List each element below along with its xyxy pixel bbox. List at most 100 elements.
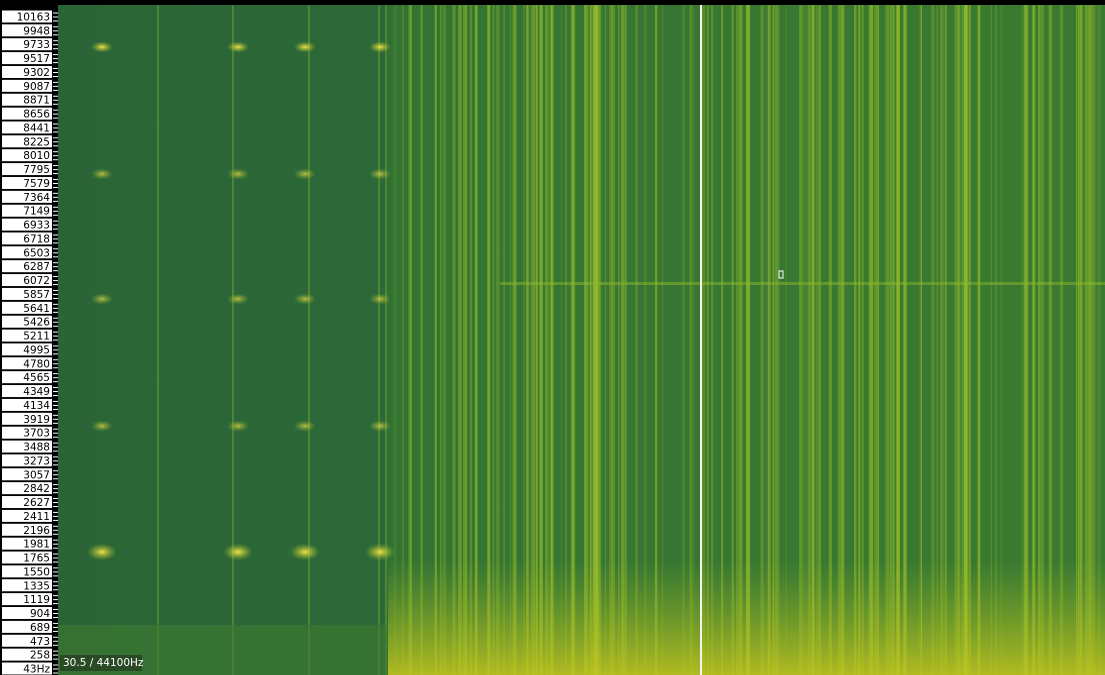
label-box	[2, 107, 52, 120]
spectral-line	[977, 5, 981, 675]
spectral-line	[469, 5, 473, 675]
spectral-line	[873, 5, 876, 675]
spectral-line	[875, 5, 879, 675]
tone-spot	[369, 41, 391, 53]
low-frequency-band	[388, 560, 1105, 675]
spectral-line	[775, 5, 780, 675]
spectral-line	[875, 5, 878, 675]
axis-label: 689	[30, 622, 50, 634]
label-box	[2, 565, 52, 578]
axis-label: 43Hz	[23, 664, 50, 675]
spectral-line	[589, 5, 592, 675]
axis-label: 9302	[23, 67, 50, 79]
spectral-line	[420, 5, 423, 675]
spectral-line	[773, 5, 777, 675]
spectral-line	[544, 5, 548, 675]
tone-spot	[91, 41, 113, 53]
spectral-line	[896, 5, 900, 675]
tone-spot	[227, 420, 249, 432]
axis-label: 8656	[23, 109, 50, 121]
spectral-line	[869, 5, 873, 675]
spectral-line	[817, 5, 821, 675]
spectral-line	[868, 5, 873, 675]
spectral-line	[760, 5, 764, 675]
spectral-line	[1033, 5, 1035, 675]
tone-spot	[87, 543, 117, 561]
spectral-line	[465, 5, 468, 675]
spectral-line	[1038, 5, 1041, 675]
spectral-line	[621, 5, 625, 675]
axis-label: 4134	[23, 400, 50, 412]
tone-spot	[294, 293, 316, 305]
spectral-line	[546, 5, 549, 675]
axis-label: 1119	[23, 594, 50, 606]
spectral-line	[474, 5, 478, 675]
spectral-line	[799, 5, 803, 675]
tone-spot	[91, 293, 113, 305]
axis-label: 2196	[23, 525, 50, 537]
axis-label: 1550	[23, 566, 50, 578]
spectral-line	[625, 5, 627, 675]
spectral-line	[955, 5, 958, 675]
axis-label: 5641	[23, 303, 50, 315]
spectral-line	[523, 5, 525, 675]
spectral-line	[564, 5, 568, 675]
spectral-line	[990, 5, 993, 675]
spectral-line	[636, 5, 638, 675]
label-box	[2, 371, 52, 384]
axis-label: 473	[30, 636, 50, 648]
spectral-line	[707, 5, 709, 675]
label-box	[2, 468, 52, 481]
spectral-line	[385, 5, 387, 675]
axis-label: 4349	[23, 386, 50, 398]
tone-spot	[294, 41, 316, 53]
spectral-line	[710, 5, 714, 675]
label-box	[2, 301, 52, 314]
tone-spot	[91, 168, 113, 180]
spectral-line	[434, 5, 437, 675]
spectral-line	[458, 5, 462, 675]
label-box	[2, 24, 52, 37]
spectral-line	[654, 5, 658, 675]
spectral-line	[840, 5, 845, 675]
spectral-line	[401, 5, 404, 675]
spectral-line	[745, 5, 750, 675]
label-box	[2, 204, 52, 217]
axis-label: 2627	[23, 497, 50, 509]
axis-label: 3488	[23, 442, 50, 454]
spectral-line	[550, 5, 553, 675]
spectral-line	[1091, 5, 1095, 675]
axis-label: 8225	[23, 136, 50, 148]
tone-spot	[369, 293, 391, 305]
spectral-line	[593, 5, 597, 675]
axis-label: 6718	[23, 233, 50, 245]
label-box	[2, 260, 52, 273]
tone-spot	[294, 168, 316, 180]
axis-label: 1765	[23, 553, 50, 565]
spectral-line	[492, 5, 495, 675]
axis-label: 8010	[23, 150, 50, 162]
spectral-line	[772, 5, 774, 675]
axis-label: 6287	[23, 261, 50, 273]
spectral-line	[394, 5, 397, 675]
spectral-line	[903, 5, 908, 675]
label-box	[2, 246, 52, 259]
axis-label: 9087	[23, 81, 50, 93]
spectral-line	[886, 5, 891, 675]
spectral-line	[819, 5, 821, 675]
tone-spots	[87, 41, 395, 561]
axis-label: 10163	[17, 12, 50, 24]
axis-label: 3273	[23, 455, 50, 467]
spectral-line	[731, 5, 734, 675]
axis-label: 1981	[23, 539, 50, 551]
spectral-line	[721, 5, 724, 675]
spectral-line	[931, 5, 935, 675]
spectral-line	[453, 5, 456, 675]
label-box	[2, 648, 52, 661]
spectral-line	[586, 5, 588, 675]
spectral-line	[1087, 5, 1089, 675]
label-box	[2, 662, 52, 675]
axis-label: 4565	[23, 372, 50, 384]
axis-label: 6503	[23, 247, 50, 259]
